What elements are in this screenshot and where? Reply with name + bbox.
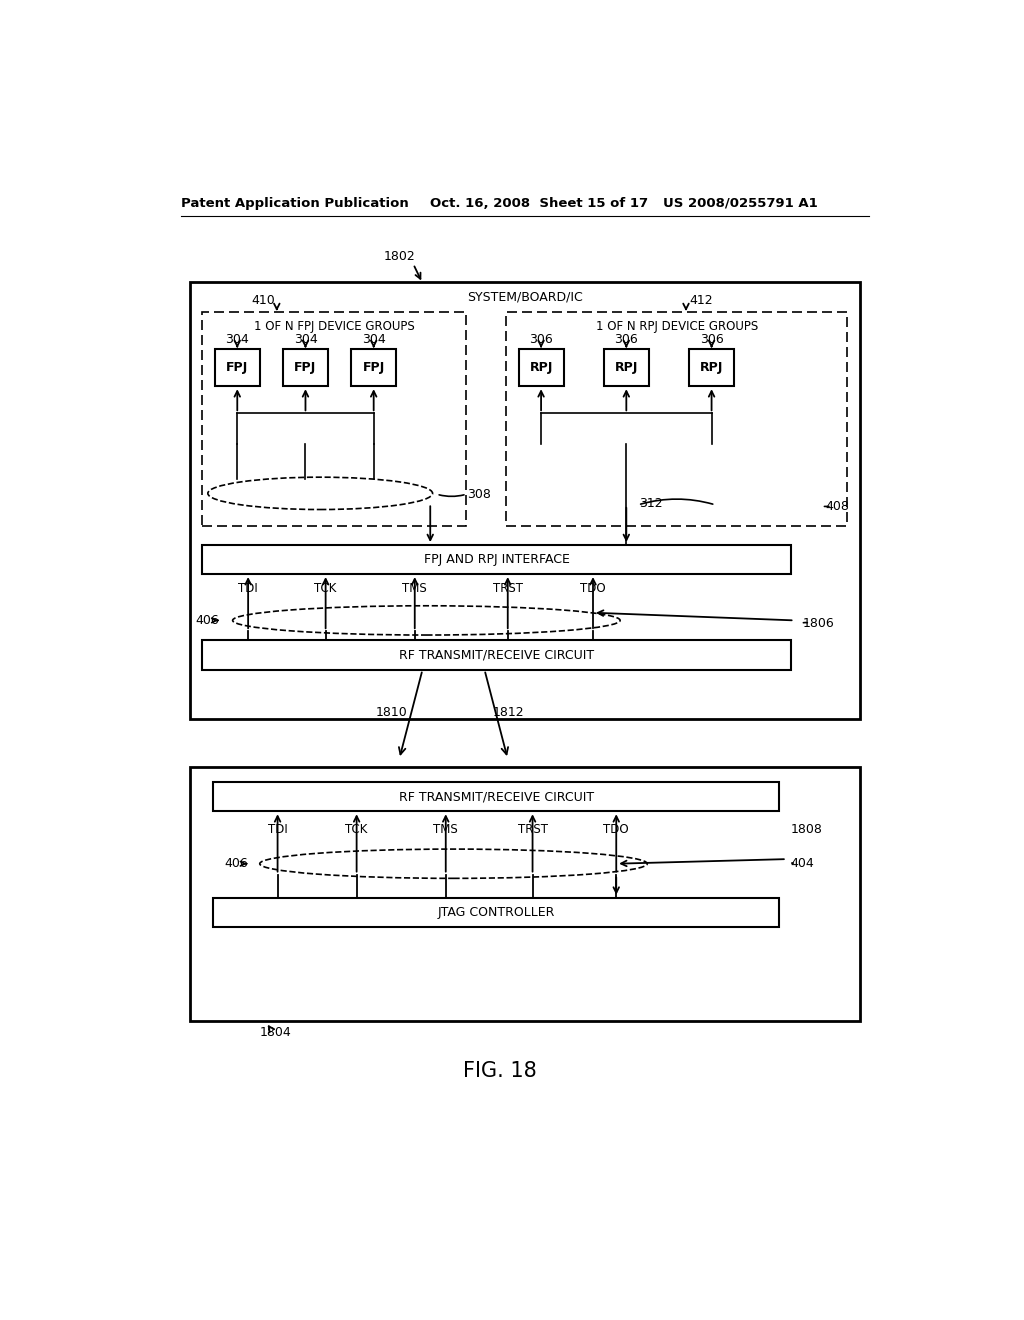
- Text: TRST: TRST: [493, 582, 522, 594]
- Text: 308: 308: [467, 487, 492, 500]
- Text: 306: 306: [699, 333, 723, 346]
- Text: TCK: TCK: [345, 824, 368, 837]
- Bar: [203, 313, 466, 527]
- Text: FPJ: FPJ: [226, 362, 249, 375]
- Bar: [351, 350, 396, 387]
- Text: TMS: TMS: [402, 582, 427, 594]
- Text: 404: 404: [791, 857, 814, 870]
- Bar: [203, 545, 792, 574]
- Text: US 2008/0255791 A1: US 2008/0255791 A1: [663, 197, 817, 210]
- Bar: [203, 640, 792, 669]
- Text: JTAG CONTROLLER: JTAG CONTROLLER: [437, 906, 555, 919]
- Bar: [689, 350, 734, 387]
- Bar: [213, 898, 779, 927]
- Text: 1808: 1808: [791, 824, 822, 837]
- Text: TRST: TRST: [517, 824, 548, 837]
- Text: TCK: TCK: [314, 582, 337, 594]
- Text: TDO: TDO: [603, 824, 629, 837]
- Text: TMS: TMS: [433, 824, 458, 837]
- Bar: [506, 313, 847, 527]
- Text: 406: 406: [196, 614, 219, 627]
- Text: TDO: TDO: [581, 582, 606, 594]
- Ellipse shape: [260, 849, 647, 878]
- Bar: [190, 767, 859, 1020]
- Text: 412: 412: [690, 294, 714, 308]
- Text: FIG. 18: FIG. 18: [463, 1061, 537, 1081]
- Text: Patent Application Publication: Patent Application Publication: [180, 197, 409, 210]
- Text: 1802: 1802: [383, 251, 415, 264]
- Text: 406: 406: [224, 857, 248, 870]
- Text: 304: 304: [361, 333, 386, 346]
- Text: 1804: 1804: [259, 1026, 291, 1039]
- Text: TDI: TDI: [267, 824, 288, 837]
- Text: 1812: 1812: [493, 706, 524, 719]
- Bar: [215, 350, 260, 387]
- Text: RPJ: RPJ: [529, 362, 553, 375]
- Bar: [604, 350, 649, 387]
- Text: FPJ: FPJ: [362, 362, 385, 375]
- Ellipse shape: [208, 478, 432, 510]
- Text: SYSTEM/BOARD/IC: SYSTEM/BOARD/IC: [467, 290, 583, 304]
- Text: TDI: TDI: [239, 582, 258, 594]
- Text: 312: 312: [640, 496, 664, 510]
- Text: RPJ: RPJ: [614, 362, 638, 375]
- Bar: [283, 350, 328, 387]
- Text: 1 OF N FPJ DEVICE GROUPS: 1 OF N FPJ DEVICE GROUPS: [254, 319, 415, 333]
- Text: 304: 304: [294, 333, 317, 346]
- Ellipse shape: [232, 606, 621, 635]
- Text: 408: 408: [825, 500, 849, 513]
- Text: 1810: 1810: [375, 706, 407, 719]
- Text: 1806: 1806: [802, 616, 834, 630]
- Text: 1 OF N RPJ DEVICE GROUPS: 1 OF N RPJ DEVICE GROUPS: [596, 319, 758, 333]
- Bar: [190, 281, 859, 719]
- Bar: [518, 350, 563, 387]
- Text: 306: 306: [529, 333, 553, 346]
- Text: RF TRANSMIT/RECEIVE CIRCUIT: RF TRANSMIT/RECEIVE CIRCUIT: [399, 648, 595, 661]
- Bar: [213, 781, 779, 812]
- Text: RPJ: RPJ: [699, 362, 723, 375]
- Text: FPJ: FPJ: [294, 362, 316, 375]
- Text: Oct. 16, 2008  Sheet 15 of 17: Oct. 16, 2008 Sheet 15 of 17: [430, 197, 648, 210]
- Text: RF TRANSMIT/RECEIVE CIRCUIT: RF TRANSMIT/RECEIVE CIRCUIT: [398, 791, 594, 804]
- Text: FPJ AND RPJ INTERFACE: FPJ AND RPJ INTERFACE: [424, 553, 569, 566]
- Text: 410: 410: [252, 294, 275, 308]
- Text: 304: 304: [225, 333, 249, 346]
- Text: 306: 306: [614, 333, 638, 346]
